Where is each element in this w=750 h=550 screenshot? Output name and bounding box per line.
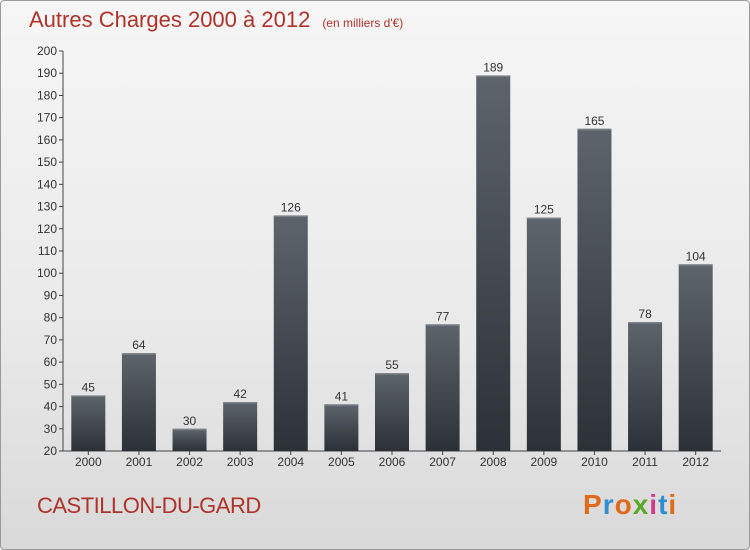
y-tick-label: 190 <box>37 66 57 80</box>
data-label: 125 <box>534 203 554 217</box>
x-tick-label: 2010 <box>581 455 608 469</box>
bar-highlight <box>273 215 308 217</box>
bar <box>425 324 460 451</box>
bar-highlight <box>121 353 156 355</box>
x-tick-label: 2012 <box>682 455 709 469</box>
y-tick-label: 90 <box>44 288 58 302</box>
logo-letter: x <box>632 489 650 520</box>
y-tick-label: 170 <box>37 111 57 125</box>
data-label: 41 <box>335 389 349 403</box>
logo-letter: o <box>614 489 633 520</box>
bar-highlight <box>678 264 713 266</box>
bar-highlight <box>375 373 409 375</box>
data-label: 78 <box>638 307 652 321</box>
data-label: 42 <box>233 387 247 401</box>
chart-title: Autres Charges 2000 à 2012 (en milliers d… <box>29 7 403 33</box>
x-tick-label: 2011 <box>632 455 658 469</box>
y-tick-label: 150 <box>37 155 57 169</box>
y-tick-label: 40 <box>44 400 58 414</box>
bar <box>526 217 561 451</box>
bar-highlight <box>526 217 561 220</box>
logo-letter: i <box>649 489 659 520</box>
data-label: 55 <box>385 358 399 372</box>
y-tick-label: 110 <box>38 244 57 258</box>
data-label: 45 <box>82 380 96 394</box>
bar-highlight <box>425 324 460 326</box>
x-tick-label: 2002 <box>176 455 203 469</box>
bar <box>273 215 308 451</box>
data-label: 64 <box>132 338 146 352</box>
x-tick-label: 2004 <box>277 455 304 469</box>
bar <box>324 404 359 451</box>
bar-highlight <box>71 395 106 397</box>
bar <box>678 264 713 451</box>
proxiti-logo: Proxiti <box>583 489 677 521</box>
logo-letter: r <box>602 489 615 520</box>
x-tick-label: 2006 <box>379 455 406 469</box>
data-label: 30 <box>183 414 197 428</box>
bar <box>172 428 207 451</box>
y-tick-label: 200 <box>37 44 57 58</box>
data-label: 165 <box>584 114 604 128</box>
y-tick-label: 180 <box>37 88 57 102</box>
x-tick-label: 2000 <box>75 455 102 469</box>
bar-highlight <box>476 75 511 77</box>
bar <box>375 373 409 451</box>
x-tick-label: 2007 <box>429 455 456 469</box>
x-tick-label: 2003 <box>227 455 254 469</box>
bar-highlight <box>324 404 359 406</box>
y-tick-label: 130 <box>37 200 57 214</box>
y-tick-label: 60 <box>44 355 58 369</box>
data-label: 104 <box>686 249 706 263</box>
data-label: 77 <box>436 309 450 323</box>
y-tick-label: 70 <box>44 333 58 347</box>
y-tick-label: 80 <box>44 311 58 325</box>
y-tick-label: 20 <box>44 444 58 458</box>
bar-highlight <box>223 402 258 404</box>
bar <box>628 322 663 451</box>
x-tick-label: 2009 <box>530 455 557 469</box>
chart-title-text: Autres Charges 2000 à 2012 <box>29 7 311 32</box>
x-tick-label: 2008 <box>480 455 507 469</box>
chart-subtitle: (en milliers d'€) <box>322 16 404 30</box>
bar <box>71 395 106 451</box>
bar <box>121 353 156 451</box>
bar-highlight <box>577 128 612 131</box>
y-tick-label: 120 <box>37 222 57 236</box>
commune-name: CASTILLON-DU-GARD <box>37 493 261 518</box>
bar <box>577 128 612 451</box>
logo-letter: P <box>583 489 603 520</box>
logo-letter: t <box>658 489 669 520</box>
data-label: 126 <box>281 200 301 214</box>
x-tick-label: 2001 <box>126 455 153 469</box>
x-tick-label: 2005 <box>328 455 355 469</box>
data-label: 189 <box>483 60 503 74</box>
y-tick-label: 30 <box>44 422 58 436</box>
bar <box>476 75 511 451</box>
bar-highlight <box>172 428 207 431</box>
bar <box>223 402 258 451</box>
logo-letter: i <box>668 489 678 520</box>
y-tick-label: 140 <box>37 177 57 191</box>
y-tick-label: 100 <box>37 266 57 280</box>
y-tick-label: 160 <box>37 133 57 147</box>
y-tick-label: 50 <box>44 377 58 391</box>
bar-highlight <box>628 322 663 324</box>
